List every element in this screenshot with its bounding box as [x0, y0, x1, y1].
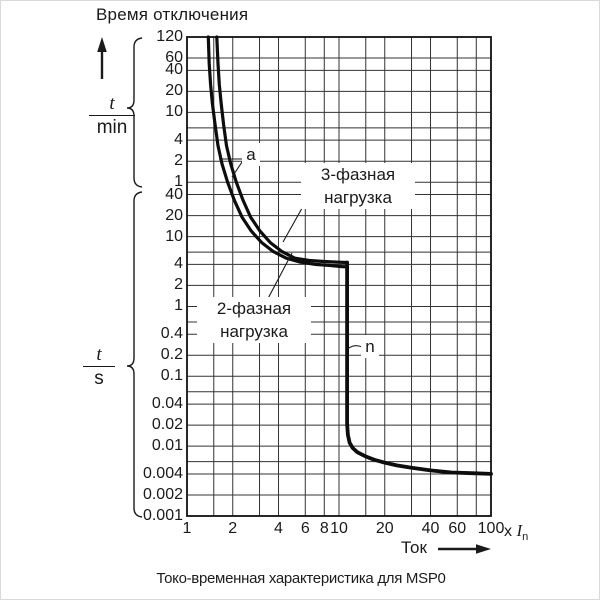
x-axis-label: Ток — [401, 538, 427, 557]
ytick-label: 120 — [156, 28, 183, 45]
ytick-label: 1 — [174, 173, 183, 191]
xtick-label: 100 — [477, 520, 505, 537]
xtick-label: 1 — [182, 520, 192, 537]
ytick-label: 20 — [165, 82, 183, 100]
unit-t-per-s: t s — [83, 345, 115, 388]
ytick-label: 0.04 — [151, 395, 183, 413]
ytick-label: 0.02 — [151, 416, 183, 434]
ytick-label: 0.1 — [160, 367, 183, 385]
xtick-label: 10 — [330, 520, 348, 537]
ytick-label: 0.01 — [151, 437, 183, 455]
ytick-label: 2 — [174, 276, 183, 294]
curve-two_phase — [215, 35, 349, 265]
annotation-2-phase-load: 2-фазная нагрузка — [197, 297, 311, 343]
ytick-label: 60 — [165, 49, 183, 67]
current-axis-arrow-icon — [438, 544, 491, 554]
ytick-label: 40 — [165, 185, 183, 203]
ytick-label: 20 — [165, 206, 183, 224]
time-axis-arrow-icon — [97, 37, 107, 79]
brace-seconds-section — [126, 191, 143, 518]
unit-t-per-min: t min — [89, 94, 135, 137]
grid-layer — [186, 36, 492, 517]
ytick-label: 10 — [165, 227, 183, 245]
ytick-label: 2 — [174, 152, 183, 170]
curve-three_phase — [206, 35, 349, 269]
annotation-n: n — [361, 335, 379, 358]
ytick-label: 10 — [165, 103, 183, 121]
ytick-label: 1 — [174, 297, 183, 315]
ytick-label: 4 — [174, 255, 183, 273]
annotation-n-leader — [348, 345, 363, 349]
annotation-a: a — [242, 143, 260, 166]
plot-border — [186, 36, 492, 517]
x-axis-unit: x In — [504, 521, 529, 544]
xtick-label: 40 — [421, 520, 440, 537]
xtick-label: 8 — [319, 520, 329, 537]
annotation-3-phase-load: 3-фазная нагрузка — [301, 163, 415, 209]
xtick-label: 2 — [228, 520, 238, 537]
curve-magnetic — [345, 260, 493, 476]
xtick-label: 4 — [274, 520, 283, 537]
xtick-label: 20 — [375, 520, 394, 537]
curve-layer — [206, 35, 493, 476]
page-title: Время отключения — [96, 5, 249, 24]
chart-caption: Токо-временная характеристика для MSP0 — [156, 570, 446, 587]
ytick-label: 0.2 — [160, 346, 183, 364]
ytick-label: 0.002 — [142, 485, 183, 503]
ytick-label: 0.004 — [142, 464, 183, 482]
brace-minutes-section — [126, 37, 143, 188]
ytick-label: 0.001 — [142, 507, 183, 524]
xtick-label: 60 — [448, 520, 467, 537]
xtick-label: 6 — [300, 520, 310, 537]
ytick-label: 4 — [174, 131, 183, 149]
ytick-label: 40 — [165, 61, 183, 79]
ytick-label: 0.4 — [160, 325, 183, 343]
